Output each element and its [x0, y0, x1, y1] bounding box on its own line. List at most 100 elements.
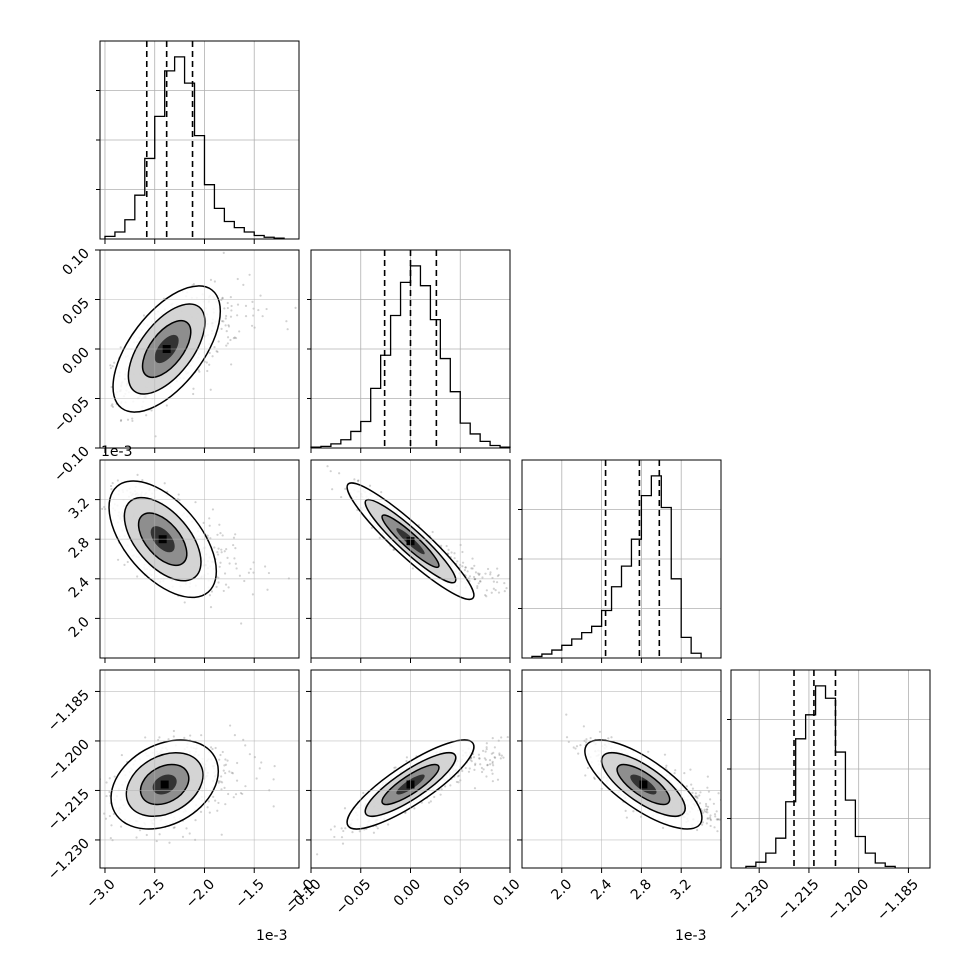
histogram-series — [745, 685, 896, 868]
scatter-point — [252, 314, 255, 317]
scatter-point — [214, 799, 217, 802]
scatter-point — [479, 580, 482, 583]
scatter-point — [221, 534, 224, 537]
scatter-point — [461, 550, 464, 554]
scatter-point — [272, 778, 275, 781]
scatter-point — [236, 303, 240, 306]
scatter-point — [338, 472, 341, 475]
scatter-point — [497, 573, 500, 577]
scatter-point — [238, 574, 241, 577]
scatter-point — [372, 831, 376, 834]
scatter-point — [263, 565, 267, 568]
scatter-point — [500, 754, 503, 757]
scatter-point — [222, 769, 225, 772]
scatter-point — [707, 817, 710, 820]
scatter-point — [185, 827, 188, 830]
scatter-point — [586, 766, 590, 770]
panel-content — [565, 713, 721, 833]
scatter-point — [208, 363, 211, 366]
scatter-point — [468, 575, 472, 578]
scatter-point — [233, 336, 236, 339]
scatter-point — [216, 533, 219, 536]
scatter-point — [484, 758, 487, 761]
scatter-point — [216, 553, 220, 556]
scatter-point — [699, 791, 702, 794]
scatter-point — [194, 501, 197, 504]
scatter-point — [138, 829, 142, 832]
scatter-point — [518, 746, 520, 748]
scatter-point — [113, 361, 116, 364]
scatter-point — [370, 526, 374, 529]
scatter-point — [116, 558, 120, 561]
scatter-point — [470, 567, 473, 570]
scatter-point — [341, 842, 345, 845]
scatter-point — [665, 764, 668, 767]
scatter-point — [197, 369, 200, 372]
scatter-point — [316, 853, 319, 856]
scatter-point — [300, 304, 302, 306]
scatter-point — [229, 296, 232, 299]
scatter-point — [240, 622, 243, 625]
scatter-point — [233, 734, 236, 737]
scatter-point — [224, 583, 228, 586]
scatter-point — [378, 536, 381, 539]
scatter-point — [485, 742, 488, 745]
scatter-point — [344, 827, 347, 830]
scatter-point — [208, 594, 212, 597]
scatter-point — [461, 561, 465, 564]
scatter-point — [411, 567, 414, 570]
scatter-point — [565, 733, 567, 735]
scatter-point — [136, 575, 139, 578]
scatter-point — [405, 756, 409, 759]
scatter-point — [229, 724, 232, 727]
scatter-point — [105, 781, 108, 784]
scatter-point — [119, 419, 123, 423]
scatter-point — [251, 593, 254, 596]
scatter-point — [232, 536, 236, 539]
panel-content — [109, 251, 303, 438]
scatter-point — [464, 566, 467, 569]
scatter-point — [244, 744, 247, 747]
scatter-point — [444, 785, 447, 788]
scatter-point — [484, 594, 487, 597]
scatter-point — [255, 777, 258, 780]
scatter-point — [200, 734, 203, 737]
scatter-point — [524, 742, 526, 744]
scatter-point — [492, 751, 495, 754]
scatter-point — [480, 770, 484, 774]
scatter-point — [353, 478, 356, 481]
scatter-point — [433, 795, 436, 799]
scatter-point — [234, 533, 237, 536]
scatter-point — [539, 595, 541, 597]
scatter-point — [90, 818, 92, 820]
scatter-point — [227, 325, 231, 328]
scatter-point — [228, 770, 231, 773]
scatter-point — [131, 419, 134, 423]
scatter-point — [165, 404, 168, 407]
scatter-point — [220, 327, 223, 330]
scatter-point — [470, 760, 473, 763]
scatter-point — [110, 824, 113, 827]
scatter-point — [258, 767, 261, 770]
scatter-point — [223, 572, 227, 575]
scatter-point — [716, 830, 719, 833]
scatter-point — [216, 809, 219, 812]
scatter-point — [474, 763, 477, 767]
scatter-point — [491, 736, 494, 740]
scatter-point — [478, 580, 482, 583]
scatter-point — [217, 340, 220, 343]
scatter-point — [247, 571, 251, 574]
scatter-point — [496, 567, 499, 570]
scatter-point — [515, 587, 517, 589]
scatter-point — [356, 479, 360, 483]
scatter-point — [249, 567, 252, 571]
scatter-point — [473, 564, 476, 567]
scatter-point — [705, 808, 708, 811]
scatter-point — [471, 557, 474, 560]
scatter-point — [301, 274, 303, 276]
scatter-point — [218, 523, 221, 526]
density-panel-0-3 — [90, 669, 300, 869]
scatter-point — [224, 763, 228, 766]
scatter-point — [584, 774, 587, 777]
scatter-point — [674, 769, 677, 772]
